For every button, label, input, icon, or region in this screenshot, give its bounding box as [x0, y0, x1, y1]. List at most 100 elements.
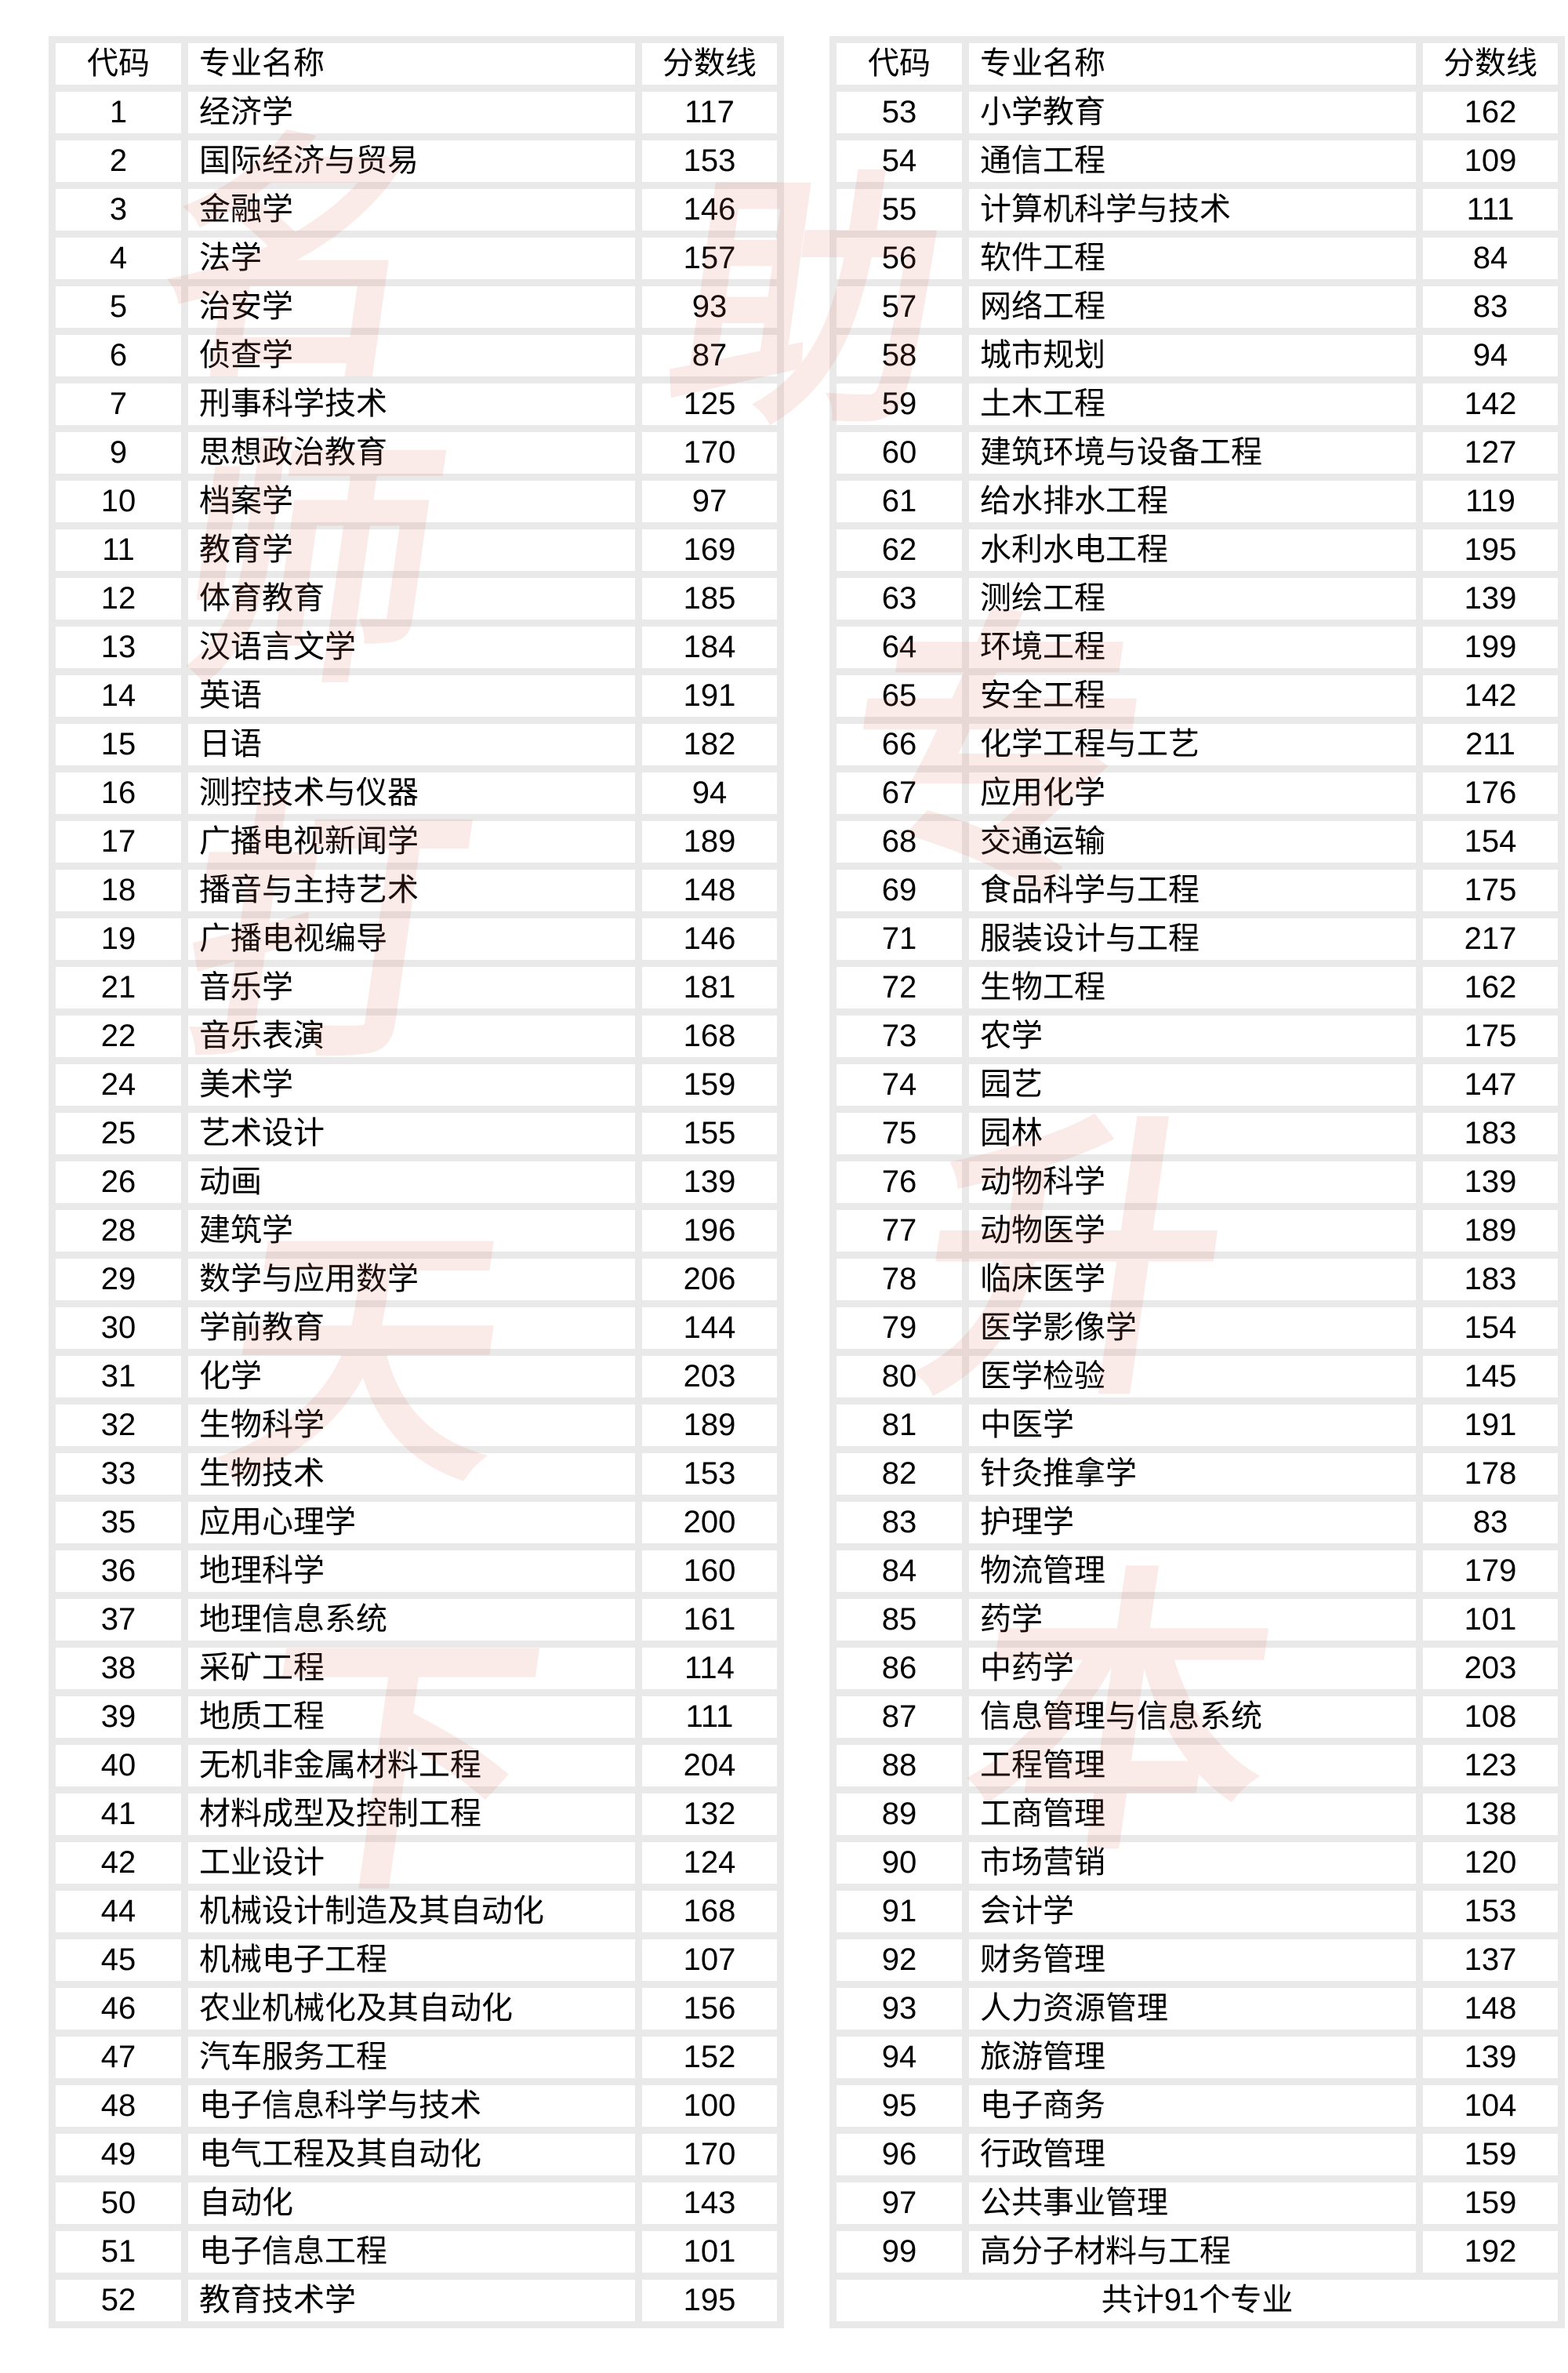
major-code-cell: 46 — [56, 1988, 181, 2030]
major-name-cell: 网络工程 — [969, 286, 1416, 328]
table-row: 24 美术学 159 — [56, 1064, 777, 1106]
table-row: 66 化学工程与工艺 211 — [837, 724, 1558, 765]
major-name-cell: 机械电子工程 — [188, 1939, 635, 1981]
table-row: 93 人力资源管理 148 — [837, 1988, 1558, 2030]
table-row: 46 农业机械化及其自动化 156 — [56, 1988, 777, 2030]
table-row: 78 临床医学 183 — [837, 1259, 1558, 1300]
major-code-cell: 21 — [56, 967, 181, 1008]
major-code-cell: 48 — [56, 2085, 181, 2127]
major-name-cell: 教育学 — [188, 529, 635, 571]
major-name-cell: 针灸推拿学 — [969, 1453, 1416, 1495]
major-name-cell: 国际经济与贸易 — [188, 140, 635, 182]
score-cell: 101 — [1423, 1599, 1558, 1641]
score-cell: 199 — [1423, 627, 1558, 668]
major-code-cell: 87 — [837, 1696, 962, 1738]
major-name-cell: 无机非金属材料工程 — [188, 1745, 635, 1786]
major-name-cell: 电子信息科学与技术 — [188, 2085, 635, 2127]
major-name-cell: 自动化 — [188, 2182, 635, 2224]
major-code-cell: 54 — [837, 140, 962, 182]
major-name-cell: 测控技术与仪器 — [188, 772, 635, 814]
score-cell: 147 — [1423, 1064, 1558, 1106]
major-name-cell: 医学检验 — [969, 1356, 1416, 1397]
major-name-cell: 音乐表演 — [188, 1016, 635, 1057]
table-row: 65 安全工程 142 — [837, 675, 1558, 717]
table-row: 5 治安学 93 — [56, 286, 777, 328]
score-cell: 154 — [1423, 821, 1558, 863]
score-cell: 87 — [642, 335, 777, 376]
score-cell: 108 — [1423, 1696, 1558, 1738]
table-row: 99 高分子材料与工程 192 — [837, 2231, 1558, 2273]
major-name-cell: 地质工程 — [188, 1696, 635, 1738]
major-code-cell: 71 — [837, 918, 962, 960]
major-name-cell: 广播电视新闻学 — [188, 821, 635, 863]
major-name-cell: 化学 — [188, 1356, 635, 1397]
major-name-cell: 小学教育 — [969, 92, 1416, 133]
score-cell: 94 — [1423, 335, 1558, 376]
score-cell: 162 — [1423, 967, 1558, 1008]
major-name-cell: 农学 — [969, 1016, 1416, 1057]
major-code-cell: 66 — [837, 724, 962, 765]
score-cell: 189 — [642, 821, 777, 863]
table-row: 75 园林 183 — [837, 1113, 1558, 1154]
major-name-cell: 软件工程 — [969, 238, 1416, 279]
major-name-cell: 园林 — [969, 1113, 1416, 1154]
score-cell: 107 — [642, 1939, 777, 1981]
major-name-cell: 城市规划 — [969, 335, 1416, 376]
score-cell: 181 — [642, 967, 777, 1008]
table-row: 51 电子信息工程 101 — [56, 2231, 777, 2273]
score-cell: 119 — [1423, 481, 1558, 522]
score-cell: 206 — [642, 1259, 777, 1300]
major-code-cell: 60 — [837, 432, 962, 474]
major-code-cell: 62 — [837, 529, 962, 571]
table-row: 16 测控技术与仪器 94 — [56, 772, 777, 814]
major-code-cell: 5 — [56, 286, 181, 328]
major-name-cell: 思想政治教育 — [188, 432, 635, 474]
major-name-cell: 测绘工程 — [969, 578, 1416, 620]
table-row: 32 生物科学 189 — [56, 1405, 777, 1446]
major-name-cell: 化学工程与工艺 — [969, 724, 1416, 765]
major-code-cell: 52 — [56, 2280, 181, 2321]
score-cell: 192 — [1423, 2231, 1558, 2273]
major-code-cell: 57 — [837, 286, 962, 328]
score-cell: 175 — [1423, 870, 1558, 911]
major-code-cell: 26 — [56, 1161, 181, 1203]
major-name-cell: 档案学 — [188, 481, 635, 522]
score-cell: 148 — [642, 870, 777, 911]
table-row: 14 英语 191 — [56, 675, 777, 717]
score-cell: 120 — [1423, 1842, 1558, 1884]
major-name-cell: 美术学 — [188, 1064, 635, 1106]
score-cell: 189 — [642, 1405, 777, 1446]
major-code-cell: 11 — [56, 529, 181, 571]
score-cell: 84 — [1423, 238, 1558, 279]
table-row: 87 信息管理与信息系统 108 — [837, 1696, 1558, 1738]
major-code-cell: 56 — [837, 238, 962, 279]
table-row: 80 医学检验 145 — [837, 1356, 1558, 1397]
major-name-cell: 数学与应用数学 — [188, 1259, 635, 1300]
major-name-cell: 播音与主持艺术 — [188, 870, 635, 911]
major-code-cell: 99 — [837, 2231, 962, 2273]
score-cell: 152 — [642, 2037, 777, 2078]
table-row: 22 音乐表演 168 — [56, 1016, 777, 1057]
score-cell: 185 — [642, 578, 777, 620]
major-name-cell: 教育技术学 — [188, 2280, 635, 2321]
score-cell: 137 — [1423, 1939, 1558, 1981]
score-cell: 154 — [1423, 1307, 1558, 1349]
major-name-cell: 交通运输 — [969, 821, 1416, 863]
major-name-cell: 动物医学 — [969, 1210, 1416, 1252]
major-name-cell: 动物科学 — [969, 1161, 1416, 1203]
major-name-cell: 服装设计与工程 — [969, 918, 1416, 960]
major-code-cell: 69 — [837, 870, 962, 911]
table-row: 73 农学 175 — [837, 1016, 1558, 1057]
major-name-cell: 广播电视编导 — [188, 918, 635, 960]
major-code-cell: 33 — [56, 1453, 181, 1495]
table-row: 92 财务管理 137 — [837, 1939, 1558, 1981]
footer-row: 共计91个专业 — [837, 2280, 1558, 2321]
score-cell: 114 — [642, 1648, 777, 1689]
table-row: 88 工程管理 123 — [837, 1745, 1558, 1786]
major-code-cell: 1 — [56, 92, 181, 133]
score-cell: 146 — [642, 189, 777, 231]
major-code-cell: 65 — [837, 675, 962, 717]
table-row: 26 动画 139 — [56, 1161, 777, 1203]
header-score: 分数线 — [642, 43, 777, 85]
score-cell: 203 — [642, 1356, 777, 1397]
